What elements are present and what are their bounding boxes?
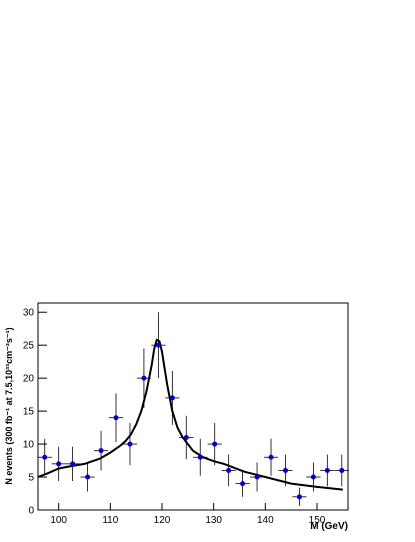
- data-point: [70, 461, 76, 467]
- data-point: [56, 461, 62, 467]
- x-tick-label: 100: [50, 515, 67, 526]
- data-point: [310, 474, 316, 480]
- data-point: [127, 441, 133, 447]
- y-tick-label: 15: [23, 407, 35, 418]
- data-point: [98, 448, 104, 454]
- x-tick-label: 140: [257, 515, 274, 526]
- x-tick-label: 120: [154, 515, 171, 526]
- data-point: [282, 467, 288, 473]
- data-point: [254, 474, 260, 480]
- y-axis-label: N events (300 fb⁻¹ at 7.5,10³³cm⁻²s⁻¹): [4, 327, 14, 484]
- y-tick-label: 0: [28, 506, 34, 517]
- x-axis-label: M (GeV): [310, 521, 348, 532]
- y-tick-label: 25: [23, 341, 35, 352]
- data-point: [85, 474, 91, 480]
- y-tick-label: 10: [23, 440, 35, 451]
- y-tick-label: 30: [23, 308, 35, 319]
- data-point: [113, 415, 119, 421]
- y-tick-label: 5: [28, 473, 34, 484]
- data-point: [212, 441, 218, 447]
- data-point: [183, 434, 189, 440]
- x-tick-label: 110: [102, 515, 118, 526]
- x-tick-label: 130: [205, 515, 222, 526]
- data-point: [197, 454, 203, 460]
- data-point: [42, 454, 48, 460]
- fit-curve: [37, 338, 343, 491]
- x-tick-label: 150: [309, 515, 326, 526]
- frame: [37, 302, 349, 511]
- data-point: [141, 375, 147, 381]
- data-point: [268, 454, 274, 460]
- data-point: [169, 395, 175, 401]
- data-point: [324, 467, 330, 473]
- data-point: [339, 467, 345, 473]
- y-tick-label: 20: [23, 374, 35, 385]
- data-point: [240, 481, 246, 487]
- data-point: [155, 342, 161, 348]
- data-point: [226, 467, 232, 473]
- data-point: [296, 494, 302, 500]
